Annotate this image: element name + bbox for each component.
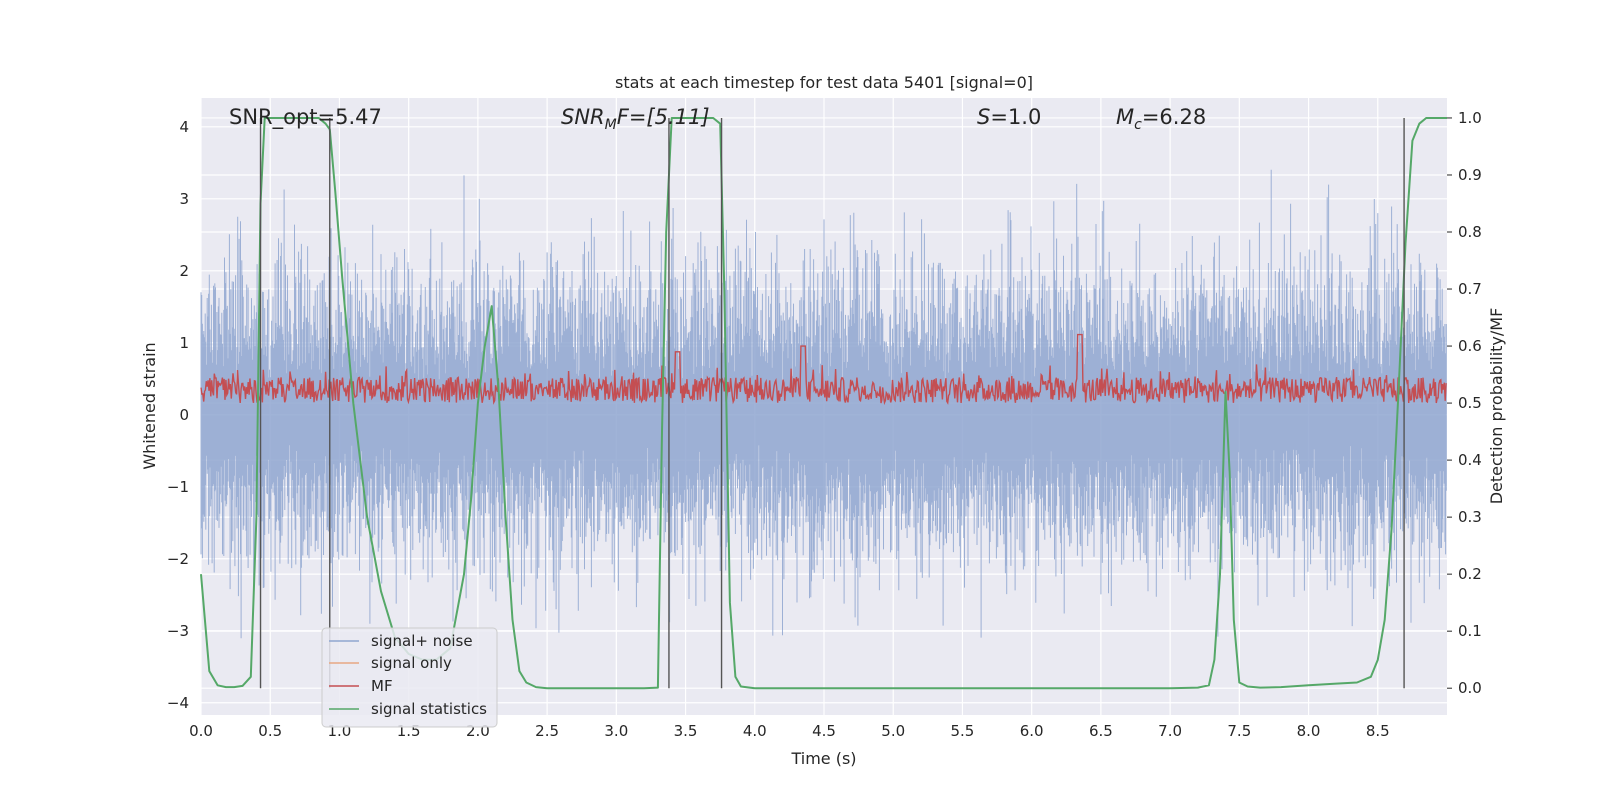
snr-mf-annotation: SNRMF=[5.11] <box>561 105 710 133</box>
x-tick-label: 7.5 <box>1227 722 1251 740</box>
y-left-tick-label: −2 <box>167 550 189 568</box>
x-tick-label: 0.0 <box>189 722 213 740</box>
signal-statistics-trace <box>200 117 1447 690</box>
legend-label-mf: MF <box>371 677 393 695</box>
x-tick-label: 3.5 <box>674 722 698 740</box>
y-left-tick-label: 4 <box>179 118 189 136</box>
x-tick-label: 4.5 <box>812 722 836 740</box>
y-right-tick-labels: 0.0 0.1 0.2 0.3 0.4 0.5 0.6 0.7 0.8 0.9 1.0 <box>1447 109 1482 697</box>
y-right-tick-label: 1.0 <box>1458 109 1482 127</box>
y-right-tick-label: 0.2 <box>1458 565 1482 583</box>
y-left-tick-label: −3 <box>167 622 189 640</box>
x-tick-label: 8.5 <box>1366 722 1390 740</box>
x-tick-label: 6.0 <box>1020 722 1044 740</box>
mc-annotation: Mc=6.28 <box>1116 105 1206 133</box>
signal-plus-noise-trace <box>200 169 1447 639</box>
legend-label-signal-statistics: signal statistics <box>371 700 487 718</box>
y-right-tick-label: 0.7 <box>1458 280 1482 298</box>
chart-title: stats at each timestep for test data 540… <box>615 73 1033 92</box>
y-right-tick-label: 0.1 <box>1458 622 1482 640</box>
y-axis-label-left: Whitened strain <box>140 342 159 469</box>
mf-trace <box>200 333 1447 406</box>
x-tick-label: 5.5 <box>951 722 975 740</box>
x-tick-label: 4.0 <box>743 722 767 740</box>
y-left-tick-label: 3 <box>179 190 189 208</box>
snr-opt-annotation: SNR_opt=5.47 <box>229 105 382 130</box>
signal-statistics-series <box>200 117 1447 690</box>
y-right-tick-label: 0.9 <box>1458 166 1482 184</box>
y-left-tick-labels: −4 −3 −2 −1 0 1 2 3 4 <box>167 118 189 712</box>
y-axis-label-right: Detection probability/MF <box>1487 308 1506 505</box>
legend: signal+ noise signal only MF signal stat… <box>321 627 498 728</box>
y-right-tick-label: 0.0 <box>1458 679 1482 697</box>
y-left-tick-label: 2 <box>179 262 189 280</box>
y-right-tick-label: 0.8 <box>1458 223 1482 241</box>
detection-markers <box>259 117 1405 689</box>
y-right-tick-label: 0.6 <box>1458 337 1482 355</box>
x-tick-label: 5.0 <box>881 722 905 740</box>
y-left-tick-label: 0 <box>179 406 189 424</box>
x-tick-label: 3.0 <box>604 722 628 740</box>
x-tick-label: 2.5 <box>535 722 559 740</box>
legend-box <box>321 627 498 728</box>
legend-label-signal-plus-noise: signal+ noise <box>371 632 473 650</box>
y-right-tick-label: 0.4 <box>1458 451 1482 469</box>
mf-series <box>200 333 1447 406</box>
x-tick-label: 7.0 <box>1158 722 1182 740</box>
x-tick-label: 8.0 <box>1297 722 1321 740</box>
x-tick-label: 6.5 <box>1089 722 1113 740</box>
x-tick-labels: 0.0 0.5 1.0 1.5 2.0 2.5 3.0 3.5 4.0 4.5 5.0 5.5 6.0 6… <box>189 722 1390 740</box>
x-tick-label: 0.5 <box>258 722 282 740</box>
s-annotation: S=1.0 <box>977 105 1041 129</box>
y-right-tick-label: 0.5 <box>1458 394 1482 412</box>
x-axis-label: Time (s) <box>790 749 856 768</box>
signal-plus-noise-series <box>200 169 1447 639</box>
y-left-tick-label: 1 <box>179 334 189 352</box>
y-right-tick-label: 0.3 <box>1458 508 1482 526</box>
y-left-tick-label: −1 <box>167 478 189 496</box>
legend-label-signal-only: signal only <box>371 654 452 672</box>
y-left-tick-label: −4 <box>167 694 189 712</box>
